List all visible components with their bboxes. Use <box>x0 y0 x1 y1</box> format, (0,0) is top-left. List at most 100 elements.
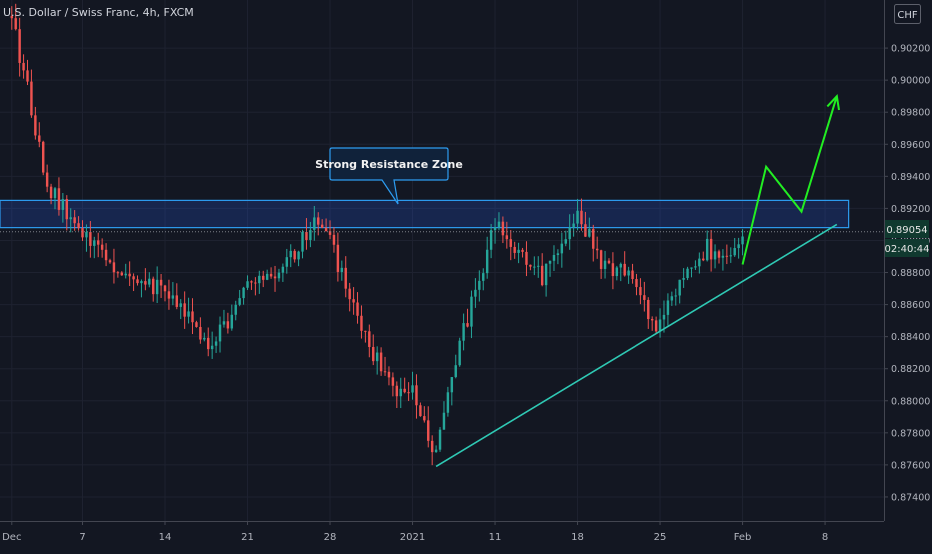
candle-body <box>576 210 579 224</box>
candle-body <box>544 263 548 286</box>
candle-body <box>375 352 379 362</box>
candle-body <box>140 281 143 284</box>
countdown-tag: 02:40:44 <box>885 239 929 257</box>
candle-body <box>427 420 430 441</box>
time-axis[interactable]: Dec 7 14 21 28 2021 11 18 25 Feb 8 <box>2 521 828 543</box>
candle-body <box>281 266 285 273</box>
candle-body <box>49 186 53 199</box>
callout-bubble <box>329 147 449 205</box>
candle-body <box>533 266 536 268</box>
candle-body <box>654 320 658 332</box>
candle-body <box>112 262 116 273</box>
price-tick-label: 0.88600 <box>891 300 930 311</box>
candle-body <box>207 337 210 350</box>
price-axis[interactable]: 0.87400 0.87600 0.87800 0.88000 0.88200 0.884… <box>884 44 930 504</box>
candle-body <box>230 314 234 329</box>
price-tick-label: 0.88200 <box>891 364 930 375</box>
candle-body <box>53 188 57 199</box>
candle-body <box>167 291 171 299</box>
candle-body <box>584 224 587 237</box>
candle-body <box>57 188 61 210</box>
candle-body <box>521 249 524 252</box>
candle-body <box>419 405 422 417</box>
candle-body <box>678 279 681 296</box>
candle-body <box>97 240 100 245</box>
candle-body <box>293 250 296 260</box>
candle-body <box>18 29 21 63</box>
resistance-callout[interactable]: Strong Resistance Zone <box>315 147 463 205</box>
current-price-label: 0.89054 <box>886 225 927 236</box>
candle-body <box>564 239 567 244</box>
candle-body <box>658 319 662 332</box>
candle-body <box>556 253 560 256</box>
candle-body <box>537 265 540 267</box>
candle-body <box>93 240 96 246</box>
candle-body <box>148 278 151 285</box>
candle-body <box>38 135 41 142</box>
candle-body <box>529 264 532 267</box>
candle-body <box>446 392 450 413</box>
candle-body <box>124 273 127 276</box>
candle-body <box>430 440 434 453</box>
time-tick-label: 11 <box>489 532 502 543</box>
candle-body <box>478 280 481 290</box>
candle-body <box>662 314 666 320</box>
candle-body <box>454 365 457 378</box>
candle-body <box>411 385 414 393</box>
candle-body <box>623 263 626 276</box>
candle-body <box>588 229 591 237</box>
current-price-tag: 0.89054 <box>885 220 929 238</box>
time-tick-label: 18 <box>571 532 584 543</box>
candle-body <box>10 16 14 19</box>
time-tick-label: 14 <box>159 532 172 543</box>
candle-body <box>89 232 92 246</box>
time-tick-label: 7 <box>79 532 85 543</box>
candle-body <box>650 319 654 321</box>
candle-body <box>560 243 564 254</box>
price-tick-label: 0.87400 <box>891 492 930 503</box>
candle-body <box>415 385 418 406</box>
candle-body <box>305 231 308 240</box>
candle-body <box>698 258 701 267</box>
candle-body <box>61 199 65 210</box>
candle-body <box>336 244 340 272</box>
candle-body <box>317 217 320 225</box>
candle-body <box>234 304 237 315</box>
candle-body <box>489 230 493 250</box>
candle-body <box>462 323 465 341</box>
candle-body <box>254 282 257 284</box>
candle-body <box>69 217 72 220</box>
time-tick-label: 21 <box>241 532 254 543</box>
candle-body <box>513 246 516 253</box>
callout-text: Strong Resistance Zone <box>315 158 463 171</box>
candle-body <box>592 229 595 249</box>
candle-body <box>265 273 269 280</box>
candle-body <box>383 371 387 373</box>
candle-body <box>501 221 505 236</box>
price-tick-label: 0.89200 <box>891 204 930 215</box>
candle-body <box>442 412 446 430</box>
candle-body <box>348 288 351 300</box>
candle-body <box>77 223 80 229</box>
drawings-layer <box>0 93 884 468</box>
price-tick-label: 0.87600 <box>891 460 930 471</box>
currency-button[interactable]: CHF <box>894 4 921 24</box>
price-tick-label: 0.88800 <box>891 268 930 279</box>
candle-body <box>639 287 642 296</box>
candle-body <box>238 298 241 305</box>
candle-body <box>85 232 88 238</box>
candle-body <box>540 265 544 286</box>
candle-body <box>674 295 677 297</box>
candle-body <box>607 260 611 264</box>
candle-body <box>438 429 442 450</box>
time-tick-label: Dec <box>2 532 21 543</box>
candle-body <box>615 267 619 277</box>
candle-body <box>179 303 182 307</box>
candle-body <box>733 248 736 256</box>
price-tick-label: 0.90200 <box>891 44 930 55</box>
candle-body <box>171 295 175 299</box>
candle-body <box>218 324 222 342</box>
